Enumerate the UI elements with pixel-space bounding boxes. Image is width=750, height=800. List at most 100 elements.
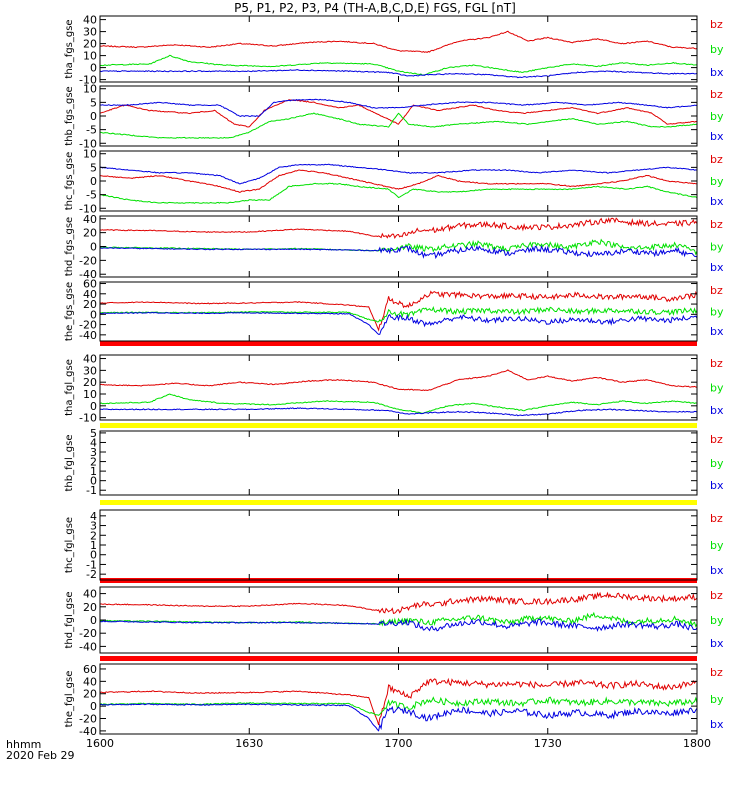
- y-tick-label-7-0: 0: [90, 549, 97, 562]
- trace-bx-panel-0: [99, 69, 698, 79]
- trace-by-panel-9: [99, 696, 698, 716]
- y-tick-label-2--10: -10: [79, 202, 97, 215]
- y-tick-label-0-0: 0: [90, 62, 97, 75]
- trace-bx-panel-8: [99, 618, 698, 633]
- y-tick-label-7-4: 4: [90, 510, 97, 523]
- trace-bz-panel-0: [99, 30, 698, 53]
- legend-bx-panel-8: bx: [710, 637, 724, 650]
- y-tick-label-1-5: 5: [90, 96, 97, 109]
- y-tick-label-5-0: 0: [90, 400, 97, 413]
- y-tick-label-8-0: 0: [90, 614, 97, 627]
- y-tick-label-8-20: 20: [83, 601, 97, 614]
- y-tick-label-4--40: -40: [79, 329, 97, 342]
- y-tick-label-6-2: 2: [90, 456, 97, 469]
- y-tick-label-4-40: 40: [83, 288, 97, 301]
- y-axis-label-2: thc_fgs_gse: [64, 152, 75, 211]
- trace-bx-panel-1: [99, 98, 697, 117]
- y-tick-label-7-3: 3: [90, 520, 97, 533]
- y-tick-label-6-5: 5: [90, 427, 97, 440]
- y-tick-label-3-0: 0: [90, 241, 97, 254]
- panel-frame-4: [99, 281, 698, 342]
- y-tick-label-8--20: -20: [79, 627, 97, 640]
- trace-bx-panel-5: [99, 407, 698, 417]
- legend-by-panel-2: by: [710, 175, 724, 188]
- panel-frame-6: [99, 430, 698, 496]
- y-tick-label-1--5: -5: [86, 124, 97, 137]
- y-tick-label-7-1: 1: [90, 539, 97, 552]
- x-tick-label-30: 1630: [235, 737, 263, 750]
- legend-by-panel-8: by: [710, 614, 724, 627]
- y-tick-label-7--2: -2: [86, 568, 97, 581]
- x-tick-label-90: 1730: [534, 737, 562, 750]
- legend-bx-panel-5: bx: [710, 404, 724, 417]
- legend-by-panel-1: by: [710, 110, 724, 123]
- panel-frame-5: [99, 354, 698, 421]
- trace-by-panel-0: [99, 54, 697, 76]
- legend-bx-panel-1: bx: [710, 130, 724, 143]
- y-tick-label-9-60: 60: [83, 663, 97, 676]
- trace-bz-panel-3: [99, 217, 698, 240]
- y-tick-label-4-20: 20: [83, 298, 97, 311]
- legend-bz-panel-0: bz: [710, 18, 723, 31]
- legend-bz-panel-4: bz: [710, 284, 723, 297]
- y-tick-label-0-10: 10: [83, 50, 97, 63]
- y-tick-label-9-20: 20: [83, 688, 97, 701]
- legend-by-panel-4: by: [710, 306, 724, 319]
- trace-by-panel-1: [99, 112, 698, 139]
- y-tick-label-5-10: 10: [83, 388, 97, 401]
- y-tick-label-4--20: -20: [79, 319, 97, 332]
- y-tick-label-4-0: 0: [90, 308, 97, 321]
- y-tick-label-0--10: -10: [79, 74, 97, 87]
- legend-bz-panel-9: bz: [710, 666, 723, 679]
- y-tick-label-7-2: 2: [90, 529, 97, 542]
- trace-bz-panel-1: [99, 99, 698, 128]
- legend-by-panel-0: by: [710, 43, 724, 56]
- y-axis-label-6: thb_fgl_gse: [64, 435, 75, 492]
- legend-bx-panel-7: bx: [710, 564, 724, 577]
- y-axis-label-0: tha_fgs_gse: [64, 19, 75, 78]
- legend-bx-panel-4: bx: [710, 325, 724, 338]
- legend-bz-panel-5: bz: [710, 357, 723, 370]
- y-tick-label-1-10: 10: [83, 83, 97, 96]
- y-tick-label-3--40: -40: [79, 268, 97, 281]
- legend-bz-panel-3: bz: [710, 218, 723, 231]
- y-tick-label-6-0: 0: [90, 475, 97, 488]
- y-axis-label-7: thc_fgl_gse: [64, 517, 75, 573]
- legend-bx-panel-9: bx: [710, 718, 724, 731]
- trace-by-panel-4: [99, 305, 698, 323]
- y-tick-label-2-0: 0: [90, 175, 97, 188]
- y-tick-label-5-20: 20: [83, 376, 97, 389]
- y-tick-label-1--10: -10: [79, 137, 97, 150]
- trace-bx-panel-9: [99, 703, 698, 732]
- y-tick-label-6--1: -1: [86, 484, 97, 497]
- trace-bx-panel-4: [99, 311, 698, 335]
- trace-bz-panel-2: [99, 169, 698, 193]
- panel-frame-1: [99, 85, 698, 147]
- legend-bx-panel-6: bx: [710, 479, 724, 492]
- trace-by-panel-3: [99, 238, 698, 256]
- legend-bx-panel-3: bx: [710, 261, 724, 274]
- legend-by-panel-3: by: [710, 241, 724, 254]
- legend-bz-panel-1: bz: [710, 88, 723, 101]
- y-tick-label-8--40: -40: [79, 640, 97, 653]
- legend-by-panel-7: by: [710, 539, 724, 552]
- y-tick-label-9--40: -40: [79, 725, 97, 738]
- y-axis-label-1: thb_fgs_gse: [64, 86, 75, 145]
- x-tick-label-60: 1700: [385, 737, 413, 750]
- x-tick-label-120: 1800: [683, 737, 711, 750]
- y-tick-label-9-40: 40: [83, 675, 97, 688]
- trace-bz-panel-8: [99, 591, 698, 614]
- y-tick-label-9--20: -20: [79, 713, 97, 726]
- x-axis-label-units: hhmm: [6, 738, 41, 751]
- legend-bx-panel-2: bx: [710, 195, 724, 208]
- trace-by-panel-8: [99, 611, 698, 628]
- y-axis-label-3: thd_fgs_gse: [64, 217, 75, 276]
- legend-by-panel-6: by: [710, 457, 724, 470]
- y-tick-label-6-4: 4: [90, 436, 97, 449]
- y-tick-label-0-30: 30: [83, 26, 97, 39]
- y-tick-label-5--10: -10: [79, 412, 97, 425]
- y-axis-label-5: tha_fgl_gse: [64, 359, 75, 416]
- y-tick-label-2--5: -5: [86, 189, 97, 202]
